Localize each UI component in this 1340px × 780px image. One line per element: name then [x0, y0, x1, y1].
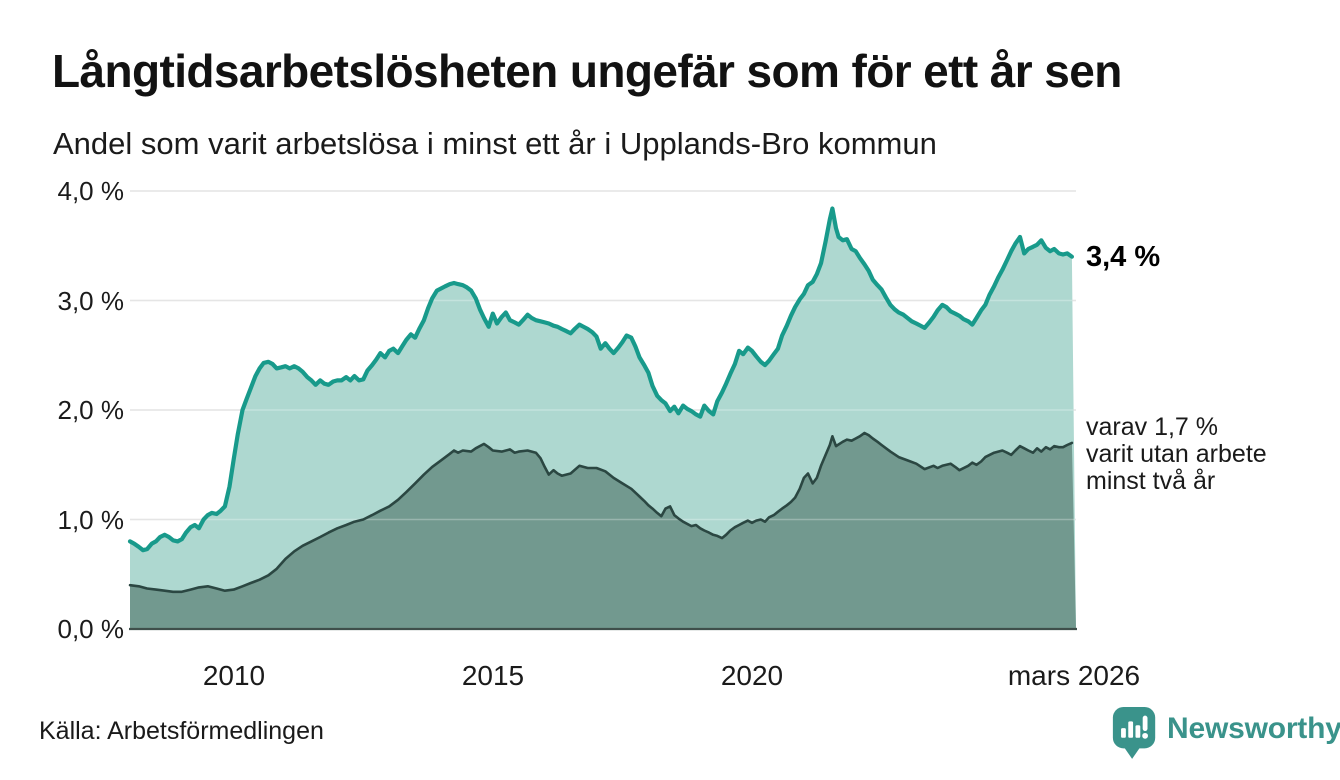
x-axis-label: 2020	[720, 660, 784, 691]
secondary-value-line: minst två år	[1086, 467, 1216, 495]
page-title: Långtidsarbetslösheten ungefär som för e…	[52, 45, 1122, 97]
line-two-years	[128, 431, 1074, 594]
y-axis-label: 4,0 %	[57, 176, 125, 206]
x-axis-label: 2010	[202, 660, 266, 691]
secondary-value-line: varav 1,7 %	[1086, 413, 1219, 441]
newsworthy-logo-icon	[1112, 707, 1156, 759]
y-axis-label: 3,0 %	[57, 285, 125, 316]
y-axis-label: 2,0 %	[57, 395, 125, 425]
brand-name: Newsworthy	[1167, 712, 1340, 745]
area-two-years	[130, 433, 1076, 629]
y-axis-label: 0,0 %	[57, 614, 125, 644]
line-total-longterm	[127, 206, 1074, 553]
latest-value-label: 3,4 %	[1086, 241, 1161, 273]
secondary-value-line: varit utan arbete	[1086, 440, 1267, 468]
y-axis-label: 1,0 %	[57, 504, 125, 535]
secondary-value-label: varav 1,7 % varit utan arbete minst två …	[1086, 414, 1267, 495]
page-subtitle: Andel som varit arbetslösa i minst ett å…	[53, 126, 937, 161]
x-axis-label: mars 2026	[1007, 660, 1141, 691]
source-note: Källa: Arbetsförmedlingen	[39, 717, 324, 745]
x-axis-label: 2015	[461, 660, 525, 691]
